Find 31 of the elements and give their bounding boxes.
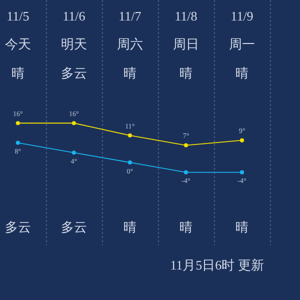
- point: [16, 121, 20, 126]
- point: [128, 160, 132, 165]
- point: [72, 150, 76, 155]
- text: 多云: [60, 65, 87, 80]
- text: 周日: [172, 36, 199, 52]
- text: 11月5日6时 更新: [170, 257, 264, 272]
- text: 晴: [123, 65, 136, 80]
- x-tick-label: 11/5: [6, 8, 30, 24]
- text: 周一: [228, 36, 255, 52]
- x-tick-label: 11/7: [118, 8, 142, 24]
- text: 晴: [11, 65, 24, 80]
- text: 多云: [60, 219, 87, 234]
- x-tick-label: 11/9: [230, 8, 254, 24]
- text: 今天: [4, 36, 31, 52]
- point: [128, 133, 132, 138]
- point: [240, 170, 244, 174]
- text: 晴: [179, 65, 192, 80]
- point: [184, 143, 188, 148]
- point: [16, 140, 20, 145]
- text: 周六: [116, 36, 143, 52]
- point: [240, 138, 244, 142]
- point: [184, 170, 188, 174]
- text: 多云: [4, 219, 31, 234]
- text: 晴: [235, 65, 248, 80]
- text: 晴: [235, 219, 248, 234]
- text: 晴: [123, 219, 136, 234]
- text: 明天: [60, 36, 87, 52]
- x-tick-label: 11/6: [62, 8, 86, 24]
- text: 晴: [179, 219, 192, 234]
- point: [72, 121, 76, 126]
- x-tick-label: 11/8: [174, 8, 198, 24]
